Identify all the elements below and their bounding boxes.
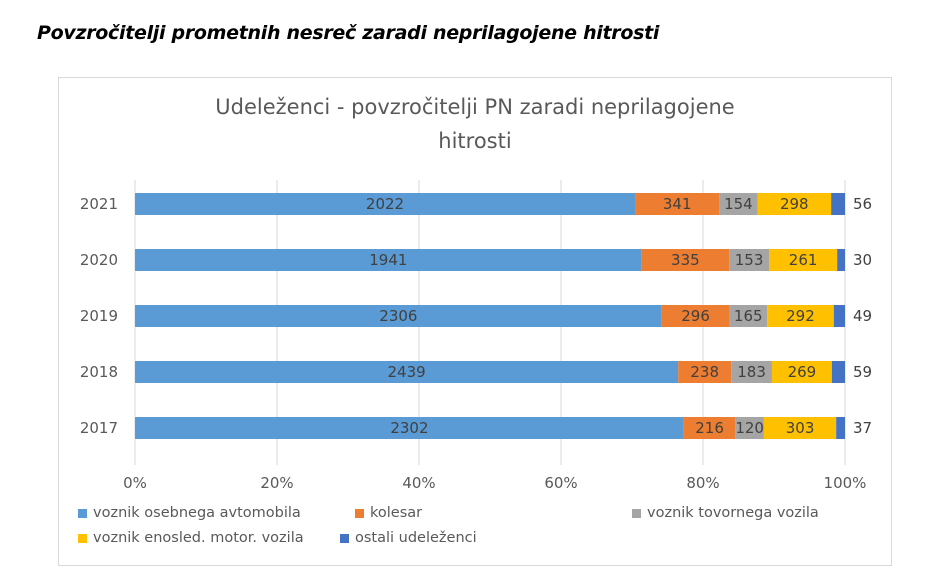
bar-segment <box>635 193 720 215</box>
bar-segment <box>771 361 832 383</box>
x-tick-label: 20% <box>260 474 293 492</box>
bar-segment <box>135 361 679 383</box>
legend-swatch <box>632 508 641 518</box>
data-label: 30 <box>853 251 872 269</box>
bar-segment <box>757 193 832 215</box>
data-label: 183 <box>737 363 766 381</box>
bar-segment <box>729 249 770 271</box>
data-label: 165 <box>734 307 763 325</box>
data-label: 303 <box>786 419 815 437</box>
bar-segment <box>683 417 736 439</box>
bar-segment <box>135 305 662 327</box>
data-label: 153 <box>735 251 764 269</box>
bar-segment <box>641 249 730 271</box>
legend-item: voznik osebnega avtomobila <box>78 505 301 521</box>
legend-swatch <box>78 508 87 518</box>
legend-swatch <box>340 533 349 543</box>
bar-segment <box>731 361 772 383</box>
legend-label: kolesar <box>370 505 423 521</box>
x-tick-label: 80% <box>686 474 719 492</box>
legend-label: voznik osebnega avtomobila <box>93 505 301 521</box>
bar-segment <box>831 361 845 383</box>
legend-label: ostali udeleženci <box>355 530 477 546</box>
data-label: 292 <box>786 307 815 325</box>
legend-item: kolesar <box>355 505 422 521</box>
data-label: 261 <box>789 251 818 269</box>
data-label: 269 <box>788 363 817 381</box>
bar-segment <box>661 305 730 327</box>
legend-item: voznik enosled. motor. vozila <box>78 530 304 546</box>
x-tick-label: 40% <box>402 474 435 492</box>
data-label: 298 <box>780 195 809 213</box>
data-label: 154 <box>724 195 753 213</box>
bar-segment <box>837 249 845 271</box>
x-tick-label: 0% <box>123 474 147 492</box>
legend-item: voznik tovornega vozila <box>632 505 819 521</box>
bar-segment <box>135 193 636 215</box>
bar-segment <box>729 305 768 327</box>
bar-segment <box>833 305 845 327</box>
y-tick-label: 2020 <box>80 251 118 269</box>
legend-label: voznik tovornega vozila <box>647 505 819 521</box>
data-label: 341 <box>663 195 692 213</box>
legend-swatch <box>78 533 87 543</box>
bar-segment <box>836 417 845 439</box>
data-label: 2306 <box>379 307 417 325</box>
bar-segment <box>135 249 642 271</box>
chart-title-line-2: hitrosti <box>438 129 512 153</box>
bar-segment <box>763 417 837 439</box>
data-label: 37 <box>853 419 872 437</box>
data-label: 49 <box>853 307 872 325</box>
page-heading: Povzročitelji prometnih nesreč zaradi ne… <box>37 22 660 44</box>
bar-segment <box>831 193 845 215</box>
data-label: 2302 <box>390 419 428 437</box>
y-tick-label: 2017 <box>80 419 118 437</box>
y-tick-label: 2019 <box>80 307 118 325</box>
legend-label: voznik enosled. motor. vozila <box>93 530 304 546</box>
data-label: 238 <box>690 363 719 381</box>
x-tick-label: 60% <box>544 474 577 492</box>
data-label: 59 <box>853 363 872 381</box>
data-label: 296 <box>681 307 710 325</box>
bar-segment <box>719 193 758 215</box>
x-tick-label: 100% <box>824 474 867 492</box>
legend-swatch <box>355 508 364 518</box>
data-label: 1941 <box>369 251 407 269</box>
bar-segment <box>678 361 732 383</box>
legend-item: ostali udeleženci <box>340 530 477 546</box>
data-label: 2439 <box>388 363 426 381</box>
bar-segment <box>135 417 684 439</box>
bar-segment <box>735 417 764 439</box>
data-label: 56 <box>853 195 872 213</box>
data-label: 2022 <box>366 195 404 213</box>
data-label: 120 <box>735 419 764 437</box>
data-label: 335 <box>671 251 700 269</box>
data-label: 216 <box>695 419 724 437</box>
chart-title-line-1: Udeleženci - povzročitelji PN zaradi nep… <box>215 95 735 119</box>
y-tick-label: 2021 <box>80 195 118 213</box>
bar-segment <box>769 249 838 271</box>
y-tick-label: 2018 <box>80 363 118 381</box>
bar-segment <box>767 305 834 327</box>
